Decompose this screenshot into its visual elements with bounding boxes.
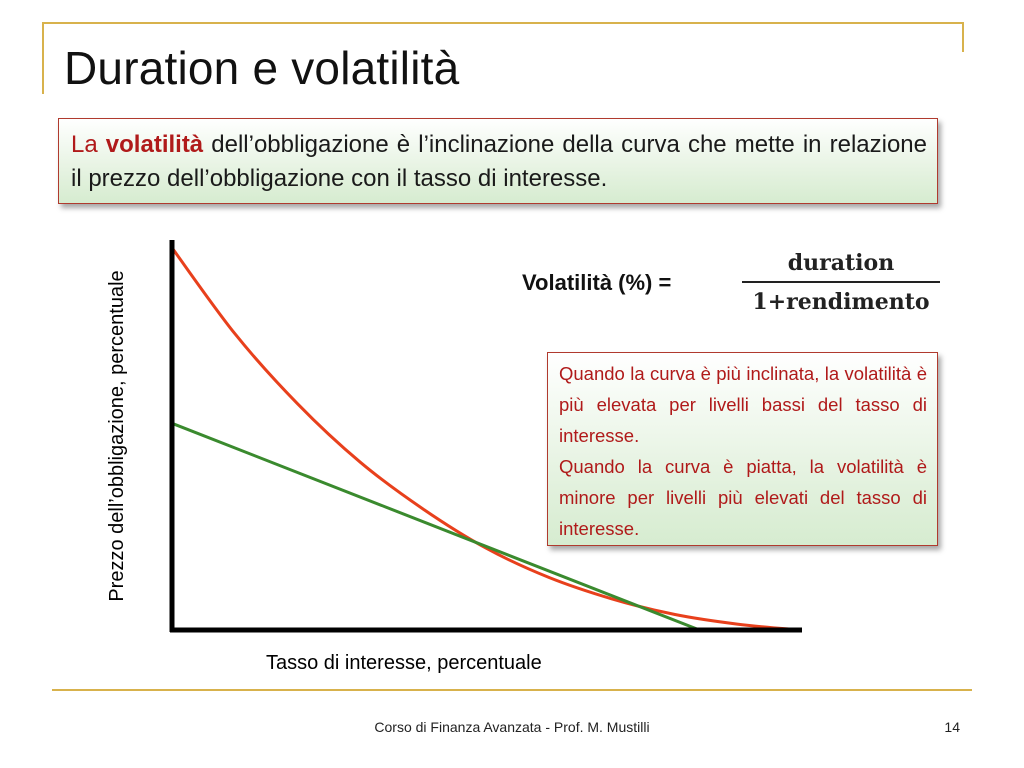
page-number: 14 (944, 719, 960, 735)
formula-numerator: duration (787, 250, 895, 276)
footer-line (52, 689, 972, 691)
footer-course: Corso di Finanza Avanzata - Prof. M. Mus… (374, 719, 650, 735)
plot-marks (170, 246, 801, 632)
slide-title: Duration e volatilità (64, 42, 460, 94)
definition-text: dell’obbligazione è l’inclinazione della… (71, 131, 928, 192)
definition-lead: La (71, 131, 98, 158)
note-paragraph-flat: Quando la curva è piatta, la volatilità … (559, 456, 927, 539)
definition-box: La volatilità dell’obbligazione è l’incl… (58, 118, 938, 204)
note-box: Quando la curva è più inclinata, la vola… (547, 352, 938, 546)
left-frame-line (42, 22, 44, 94)
definition-highlight: volatilità (105, 131, 204, 158)
note-paragraph-steep: Quando la curva è più inclinata, la vola… (559, 363, 927, 446)
tangent-line (171, 421, 701, 632)
formula-denominator: 1+rendimento (752, 289, 930, 315)
formula-label: Volatilità (%) = (522, 270, 672, 295)
y-axis-label: Prezzo dell’obbligazione, percentuale (106, 270, 128, 602)
top-frame-line (42, 22, 964, 24)
fraction-bar (742, 281, 940, 283)
right-frame-line (962, 22, 964, 52)
volatility-formula: duration 1+rendimento (742, 248, 940, 317)
x-axis-label: Tasso di interesse, percentuale (266, 652, 542, 674)
